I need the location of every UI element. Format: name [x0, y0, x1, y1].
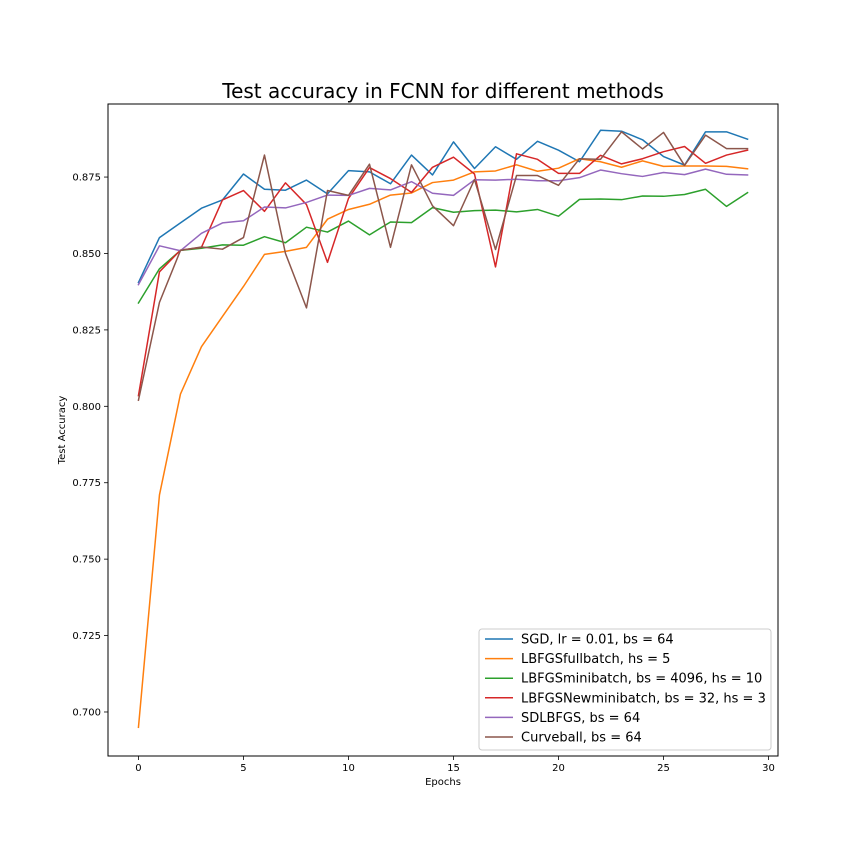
x-tick-label: 25 — [657, 763, 670, 774]
y-tick-label: 0.875 — [72, 173, 101, 184]
x-tick-label: 0 — [135, 763, 141, 774]
y-tick-label: 0.725 — [72, 631, 101, 642]
y-tick-label: 0.750 — [72, 555, 101, 566]
x-axis: 0 5 10 15 20 25 30 — [135, 756, 775, 774]
y-tick-label: 0.700 — [72, 707, 101, 718]
x-tick-label: 15 — [447, 763, 460, 774]
y-axis-label: Test Accuracy — [57, 396, 68, 466]
legend-box — [478, 628, 772, 751]
series-layer — [137, 129, 749, 729]
x-tick-label: 5 — [240, 763, 246, 774]
legend-label: Curveball, bs = 64 — [521, 731, 642, 746]
x-tick-label: 20 — [552, 763, 565, 774]
y-tick-label: 0.825 — [72, 325, 101, 336]
series-line-6 — [137, 131, 749, 402]
series-line-5 — [137, 168, 749, 286]
series-line-4 — [137, 145, 749, 397]
legend-label: LBFGSNewminibatch, bs = 32, hs = 3 — [521, 691, 766, 706]
y-tick-label: 0.775 — [72, 478, 101, 489]
plot-frame — [107, 103, 779, 757]
legend: SGD, lr = 0.01, bs = 64 LBFGSfullbatch, h… — [478, 628, 772, 751]
legend-label: SGD, lr = 0.01, bs = 64 — [521, 633, 674, 648]
x-tick-label: 10 — [342, 763, 355, 774]
chart-title: Test accuracy in FCNN for different meth… — [221, 79, 663, 103]
y-tick-label: 0.850 — [72, 249, 101, 260]
y-tick-label: 0.800 — [72, 402, 101, 413]
series-line-1 — [137, 129, 749, 284]
series-line-2 — [137, 157, 749, 729]
y-axis: 0.700 0.725 0.750 0.775 0.800 0.825 0.850 0.875 — [72, 173, 108, 718]
legend-label: SDLBFGS, bs = 64 — [521, 711, 640, 726]
series-line-3 — [137, 188, 749, 305]
x-tick-label: 30 — [762, 763, 775, 774]
legend-label: LBFGSfullbatch, hs = 5 — [521, 652, 670, 667]
legend-label: LBFGSminibatch, bs = 4096, hs = 10 — [521, 672, 762, 687]
x-axis-label: Epochs — [425, 777, 461, 788]
